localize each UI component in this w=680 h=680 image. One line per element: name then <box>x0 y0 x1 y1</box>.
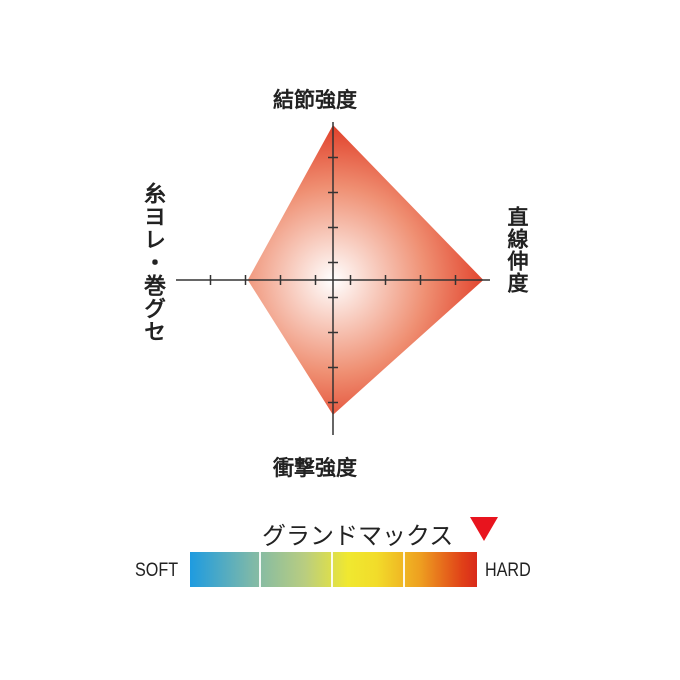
hard-label: HARD <box>485 560 531 581</box>
axis-label-left: 糸ヨレ・巻グセ <box>140 182 165 343</box>
scale-title: グランドマックス <box>262 522 454 550</box>
data-polygon <box>247 125 484 415</box>
axis-label-right: 直線伸度 <box>505 206 529 294</box>
axis-label-bottom: 衝撃強度 <box>273 456 357 480</box>
axis-label-top: 結節強度 <box>273 88 357 112</box>
soft-label: SOFT <box>135 560 179 581</box>
hardness-scale-bar <box>190 552 477 587</box>
